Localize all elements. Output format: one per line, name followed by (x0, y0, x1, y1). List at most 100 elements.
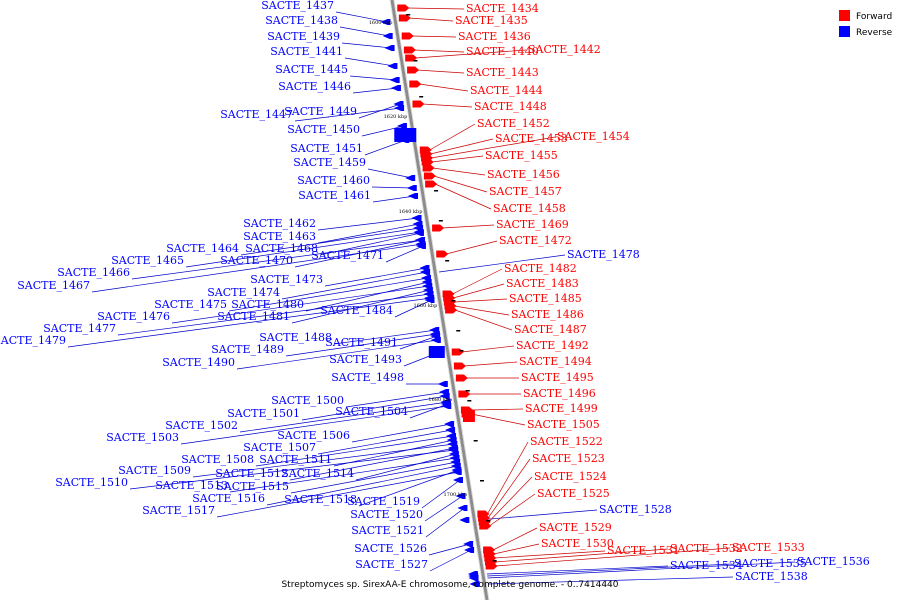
reverse-gene-feature[interactable] (463, 541, 474, 547)
reverse-gene-label[interactable]: SACTE_1534 (670, 559, 743, 572)
reverse-gene-label[interactable]: SACTE_1474 (207, 286, 280, 299)
forward-gene-label[interactable]: SACTE_1457 (489, 185, 562, 198)
reverse-gene-label[interactable]: SACTE_1520 (350, 508, 423, 521)
forward-gene-label[interactable]: SACTE_1525 (537, 487, 610, 500)
forward-gene-label[interactable]: SACTE_1440 (466, 45, 539, 58)
reverse-gene-feature[interactable] (413, 229, 424, 235)
reverse-gene-feature[interactable] (384, 45, 395, 51)
reverse-gene-label[interactable]: SACTE_1447 (220, 108, 293, 121)
reverse-gene-label[interactable]: SACTE_1512 (215, 467, 288, 480)
reverse-gene-feature[interactable] (387, 63, 398, 69)
reverse-gene-label[interactable]: SACTE_1509 (118, 464, 191, 477)
forward-gene-feature[interactable] (432, 224, 445, 232)
forward-gene-label[interactable]: SACTE_1486 (511, 308, 584, 321)
reverse-gene-label[interactable]: SACTE_1489 (211, 343, 284, 356)
forward-gene-feature[interactable] (451, 348, 464, 356)
reverse-gene-label[interactable]: SACTE_1477 (43, 322, 116, 335)
forward-gene-label[interactable]: SACTE_1499 (525, 402, 598, 415)
forward-gene-label[interactable]: SACTE_1523 (532, 452, 605, 465)
reverse-gene-feature[interactable] (448, 447, 459, 453)
forward-gene-label[interactable]: SACTE_1443 (466, 66, 539, 79)
reverse-gene-feature[interactable] (459, 517, 470, 523)
reverse-gene-feature[interactable] (469, 581, 480, 587)
reverse-gene-feature[interactable] (393, 101, 404, 107)
reverse-gene-label[interactable]: SACTE_1501 (227, 407, 300, 420)
forward-gene-label[interactable]: SACTE_1487 (514, 323, 587, 336)
reverse-gene-label[interactable]: SACTE_1463 (243, 230, 316, 243)
reverse-gene-label[interactable]: SACTE_1528 (599, 503, 672, 516)
forward-gene-feature[interactable] (453, 362, 466, 370)
reverse-gene-label[interactable]: SACTE_1521 (351, 524, 424, 537)
reverse-gene-feature[interactable] (453, 477, 463, 483)
reverse-gene-label[interactable]: SACTE_1488 (259, 331, 332, 344)
forward-gene-feature[interactable] (412, 100, 425, 108)
reverse-gene-feature[interactable] (405, 175, 416, 181)
reverse-gene-label[interactable]: SACTE_1480 (231, 298, 304, 311)
forward-gene-feature[interactable] (397, 4, 410, 12)
forward-gene-label[interactable]: SACTE_1482 (504, 262, 577, 275)
forward-gene-feature[interactable] (421, 158, 434, 166)
reverse-gene-label[interactable]: SACTE_1473 (250, 273, 323, 286)
reverse-gene-label[interactable]: SACTE_1510 (55, 476, 128, 489)
reverse-gene-feature[interactable] (415, 241, 426, 247)
reverse-gene-feature[interactable] (451, 469, 462, 475)
reverse-gene-feature[interactable] (437, 381, 448, 387)
forward-gene-feature[interactable] (436, 250, 449, 258)
reverse-gene-feature[interactable] (455, 493, 466, 499)
forward-gene-label[interactable]: SACTE_1455 (485, 149, 558, 162)
reverse-gene-label[interactable]: SACTE_1538 (735, 570, 808, 583)
forward-gene-label[interactable]: SACTE_1531 (607, 544, 680, 557)
forward-gene-label[interactable]: SACTE_1472 (499, 234, 572, 247)
forward-gene-feature[interactable] (398, 14, 411, 22)
forward-gene-label[interactable]: SACTE_1494 (519, 355, 592, 368)
reverse-gene-label[interactable]: SACTE_1513 (155, 479, 228, 492)
reverse-gene-label[interactable]: SACTE_1470 (220, 254, 293, 267)
reverse-gene-feature[interactable] (380, 19, 391, 25)
reverse-gene-label[interactable]: SACTE_1461 (298, 189, 371, 202)
reverse-gene-label[interactable]: SACTE_1517 (142, 504, 215, 517)
reverse-gene-label[interactable]: SACTE_1446 (278, 80, 351, 93)
reverse-gene-label[interactable]: SACTE_1516 (192, 492, 265, 505)
forward-gene-label[interactable]: SACTE_1448 (474, 100, 547, 113)
forward-gene-label[interactable]: SACTE_1485 (509, 292, 582, 305)
forward-gene-label[interactable]: SACTE_1505 (527, 418, 600, 431)
reverse-gene-feature[interactable] (441, 403, 452, 409)
reverse-gene-label[interactable]: SACTE_1437 (261, 0, 334, 12)
forward-gene-label[interactable]: SACTE_1532 (670, 542, 743, 555)
forward-gene-label[interactable]: SACTE_1495 (521, 371, 594, 384)
reverse-gene-feature[interactable] (439, 393, 450, 399)
reverse-gene-label[interactable]: SACTE_1438 (265, 14, 338, 27)
forward-gene-label[interactable]: SACTE_1442 (528, 43, 601, 56)
forward-gene-label[interactable]: SACTE_1434 (466, 2, 539, 15)
reverse-gene-feature[interactable] (429, 331, 440, 337)
reverse-gene-label[interactable]: SACTE_1481 (217, 310, 290, 323)
reverse-gene-label[interactable]: SACTE_1491 (325, 336, 398, 349)
reverse-gene-label[interactable]: SACTE_1466 (57, 266, 130, 279)
forward-gene-feature[interactable] (455, 374, 468, 382)
reverse-gene-label[interactable]: SACTE_1518 (284, 493, 357, 506)
reverse-gene-label[interactable]: SACTE_1459 (293, 156, 366, 169)
forward-gene-label[interactable]: SACTE_1436 (458, 30, 531, 43)
reverse-gene-label[interactable]: SACTE_1451 (290, 142, 363, 155)
forward-gene-label[interactable]: SACTE_1456 (487, 168, 560, 181)
reverse-gene-label[interactable]: SACTE_1527 (355, 558, 428, 571)
reverse-gene-label[interactable]: SACTE_1465 (111, 254, 184, 267)
reverse-gene-label[interactable]: SACTE_1460 (297, 174, 370, 187)
forward-gene-label[interactable]: SACTE_1483 (506, 277, 579, 290)
forward-gene-label[interactable]: SACTE_1454 (557, 130, 630, 143)
forward-gene-feature[interactable] (445, 306, 458, 314)
forward-gene-label[interactable]: SACTE_1444 (470, 84, 543, 97)
forward-gene-label[interactable]: SACTE_1492 (516, 339, 589, 352)
reverse-gene-label[interactable]: SACTE_1462 (243, 217, 316, 230)
reverse-gene-label[interactable]: SACTE_1478 (567, 248, 640, 261)
reverse-gene-feature[interactable] (457, 505, 468, 511)
reverse-gene-feature[interactable] (406, 185, 417, 191)
reverse-gene-label[interactable]: SACTE_1479 (0, 334, 66, 347)
reverse-gene-label[interactable]: SACTE_1526 (354, 542, 427, 555)
forward-gene-label[interactable]: SACTE_1435 (455, 14, 528, 27)
reverse-gene-label[interactable]: SACTE_1515 (216, 480, 289, 493)
forward-gene-label[interactable]: SACTE_1458 (493, 202, 566, 215)
reverse-gene-label[interactable]: SACTE_1439 (267, 30, 340, 43)
forward-gene-label[interactable]: SACTE_1469 (496, 218, 569, 231)
forward-gene-feature[interactable] (405, 54, 418, 62)
